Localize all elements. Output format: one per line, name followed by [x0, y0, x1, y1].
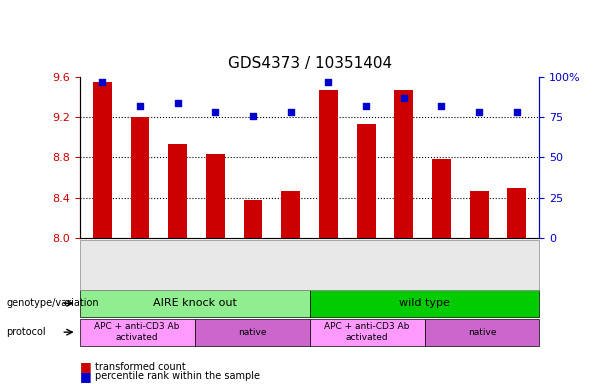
Point — [361, 103, 371, 109]
Bar — [394, 90, 413, 238]
Point — [512, 109, 522, 115]
Bar — [93, 82, 112, 238]
Point — [210, 109, 220, 115]
Point — [436, 103, 446, 109]
Text: percentile rank within the sample: percentile rank within the sample — [95, 371, 260, 381]
Bar — [319, 90, 338, 238]
Bar — [168, 144, 187, 238]
Text: APC + anti-CD3 Ab
activated: APC + anti-CD3 Ab activated — [94, 323, 180, 342]
Bar — [432, 159, 451, 238]
Text: native: native — [238, 328, 266, 337]
Point — [399, 95, 409, 101]
Bar — [206, 154, 225, 238]
Text: protocol: protocol — [6, 327, 46, 337]
Bar — [508, 188, 526, 238]
Point — [248, 113, 258, 119]
Bar — [470, 191, 489, 238]
Point — [173, 99, 183, 106]
Text: native: native — [468, 328, 496, 337]
Text: transformed count: transformed count — [95, 362, 186, 372]
Bar — [243, 200, 262, 238]
Text: ■: ■ — [80, 370, 91, 383]
Bar — [357, 124, 376, 238]
Text: APC + anti-CD3 Ab
activated: APC + anti-CD3 Ab activated — [324, 323, 409, 342]
Title: GDS4373 / 10351404: GDS4373 / 10351404 — [227, 56, 392, 71]
Text: AIRE knock out: AIRE knock out — [153, 298, 237, 308]
Text: wild type: wild type — [399, 298, 450, 308]
Text: genotype/variation: genotype/variation — [6, 298, 99, 308]
Point — [135, 103, 145, 109]
Point — [474, 109, 484, 115]
Text: ■: ■ — [80, 360, 91, 373]
Bar — [131, 117, 150, 238]
Bar — [281, 191, 300, 238]
Point — [97, 79, 107, 85]
Point — [286, 109, 295, 115]
Point — [324, 79, 333, 85]
